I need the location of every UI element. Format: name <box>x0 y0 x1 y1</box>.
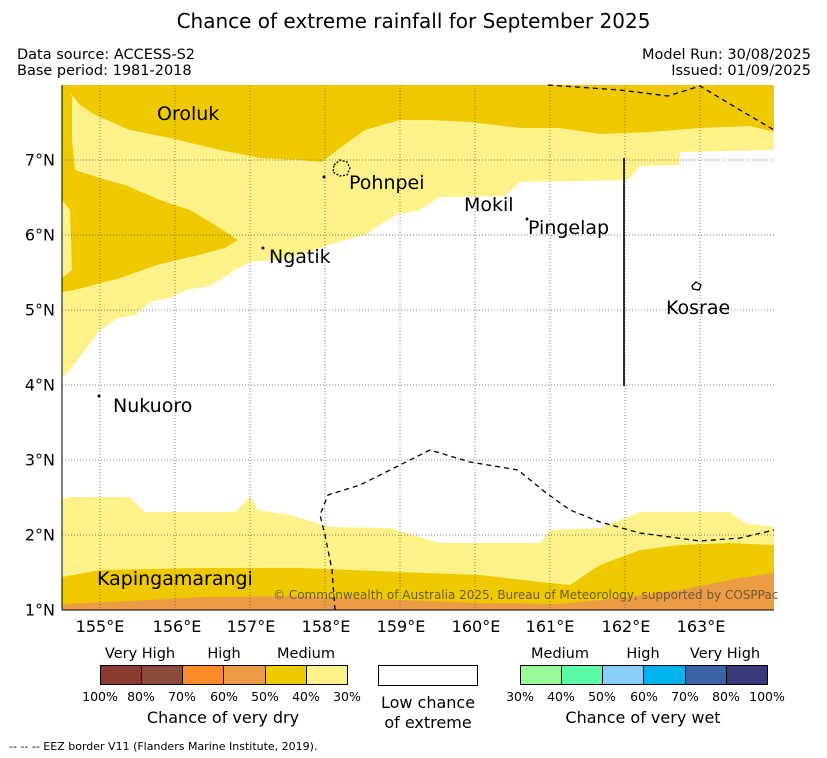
place-ngatik: Ngatik <box>269 246 331 268</box>
dry-tick: 80% <box>127 689 155 704</box>
dry-tick: 100% <box>82 689 118 704</box>
data-source: Data source: ACCESS-S2 <box>17 47 196 63</box>
copyright-notice: © Commonwealth of Australia 2025, Bureau… <box>273 588 779 602</box>
dry-swatch <box>265 665 307 685</box>
lon-label: 162°E <box>601 617 651 636</box>
base-period: Base period: 1981-2018 <box>17 63 192 79</box>
dry-tick: 70% <box>168 689 196 704</box>
ngatik-atoll <box>261 246 265 250</box>
place-pohnpei: Pohnpei <box>349 172 425 194</box>
lon-label: 156°E <box>152 617 202 636</box>
lon-label: 160°E <box>451 617 501 636</box>
wet-head-high: High <box>626 646 660 662</box>
wet-swatch <box>685 665 727 685</box>
dry-head-very-high: Very High <box>104 646 176 662</box>
dry-head-high: High <box>207 646 241 662</box>
low-chance-label: Low chance of extreme <box>381 693 475 733</box>
mokil-atoll <box>525 217 529 221</box>
low-chance-line1: Low chance <box>380 693 476 712</box>
wet-tick: 100% <box>749 689 785 704</box>
meta-right: Model Run: 30/08/2025 Issued: 01/09/2025 <box>642 47 811 79</box>
eez-source-note: -- -- -- EEZ border V11 (Flanders Marine… <box>9 740 318 753</box>
south-medium-dry-region <box>62 543 774 610</box>
nukuoro-atoll <box>97 394 101 398</box>
wet-head-medium: Medium <box>531 646 589 662</box>
lat-label: 6°N <box>24 225 55 245</box>
wet-caption: Chance of very wet <box>565 708 721 727</box>
lon-label: 159°E <box>376 617 426 636</box>
south-high-dry-region <box>62 573 774 610</box>
place-kosrae: Kosrae <box>666 297 731 319</box>
pohnpei-island <box>332 159 351 177</box>
dry-swatch <box>223 665 266 685</box>
wet-swatch <box>643 665 686 685</box>
place-pingelap: Pingelap <box>528 217 610 239</box>
lat-label: 2°N <box>24 525 55 545</box>
lat-label: 4°N <box>24 375 55 395</box>
north-low-dry-region <box>62 85 774 378</box>
lat-label: 1°N <box>24 600 55 620</box>
meta-left: Data source: ACCESS-S2 Base period: 1981… <box>17 47 195 79</box>
wet-tick: 70% <box>671 689 699 704</box>
north-medium-dry-region <box>62 85 774 162</box>
map-title: Chance of extreme rainfall for September… <box>176 9 651 33</box>
dry-swatch <box>306 665 348 685</box>
dry-caption: Chance of very dry <box>146 708 300 727</box>
place-mokil: Mokil <box>464 194 514 216</box>
dry-tick: 60% <box>210 689 238 704</box>
lat-label: 7°N <box>24 150 55 170</box>
islands <box>97 159 702 398</box>
model-run: Model Run: 30/08/2025 <box>641 47 811 63</box>
kosrae-island <box>691 281 702 291</box>
wet-swatch <box>561 665 603 685</box>
dry-tick: 40% <box>292 689 320 704</box>
wet-tick: 80% <box>712 689 740 704</box>
wet-tick: 40% <box>547 689 575 704</box>
wet-swatch <box>520 665 562 685</box>
low-chance-line2: of extreme <box>384 713 472 732</box>
dry-tick: 50% <box>251 689 279 704</box>
west-medium-dry-region <box>62 88 238 292</box>
lon-label: 155°E <box>75 617 125 636</box>
dry-head-medium: Medium <box>277 646 335 662</box>
wet-swatch <box>726 665 768 685</box>
lat-label: 5°N <box>24 300 55 320</box>
lon-label: 157°E <box>226 617 276 636</box>
wet-tick: 30% <box>506 689 534 704</box>
dry-swatch <box>141 665 183 685</box>
low-chance-swatch <box>378 665 478 686</box>
pohnpei-islet <box>322 175 326 179</box>
wet-tick: 60% <box>630 689 658 704</box>
eez-border <box>319 84 775 611</box>
lon-label: 158°E <box>301 617 351 636</box>
dry-swatch <box>182 665 224 685</box>
place-kapingamarangi: Kapingamarangi <box>97 568 253 590</box>
place-nukuoro: Nukuoro <box>113 395 193 417</box>
dry-swatch <box>100 665 142 685</box>
wet-tick: 50% <box>588 689 616 704</box>
wet-swatch <box>602 665 644 685</box>
west-low-dry-notch <box>62 200 72 278</box>
lon-label: 161°E <box>525 617 575 636</box>
dry-tick: 30% <box>333 689 361 704</box>
map-grid <box>62 85 774 610</box>
issued-date: Issued: 01/09/2025 <box>671 63 811 79</box>
wet-head-very-high: Very High <box>689 646 761 662</box>
lat-label: 3°N <box>24 450 55 470</box>
lon-label: 163°E <box>676 617 726 636</box>
place-oroluk: Oroluk <box>157 103 220 125</box>
